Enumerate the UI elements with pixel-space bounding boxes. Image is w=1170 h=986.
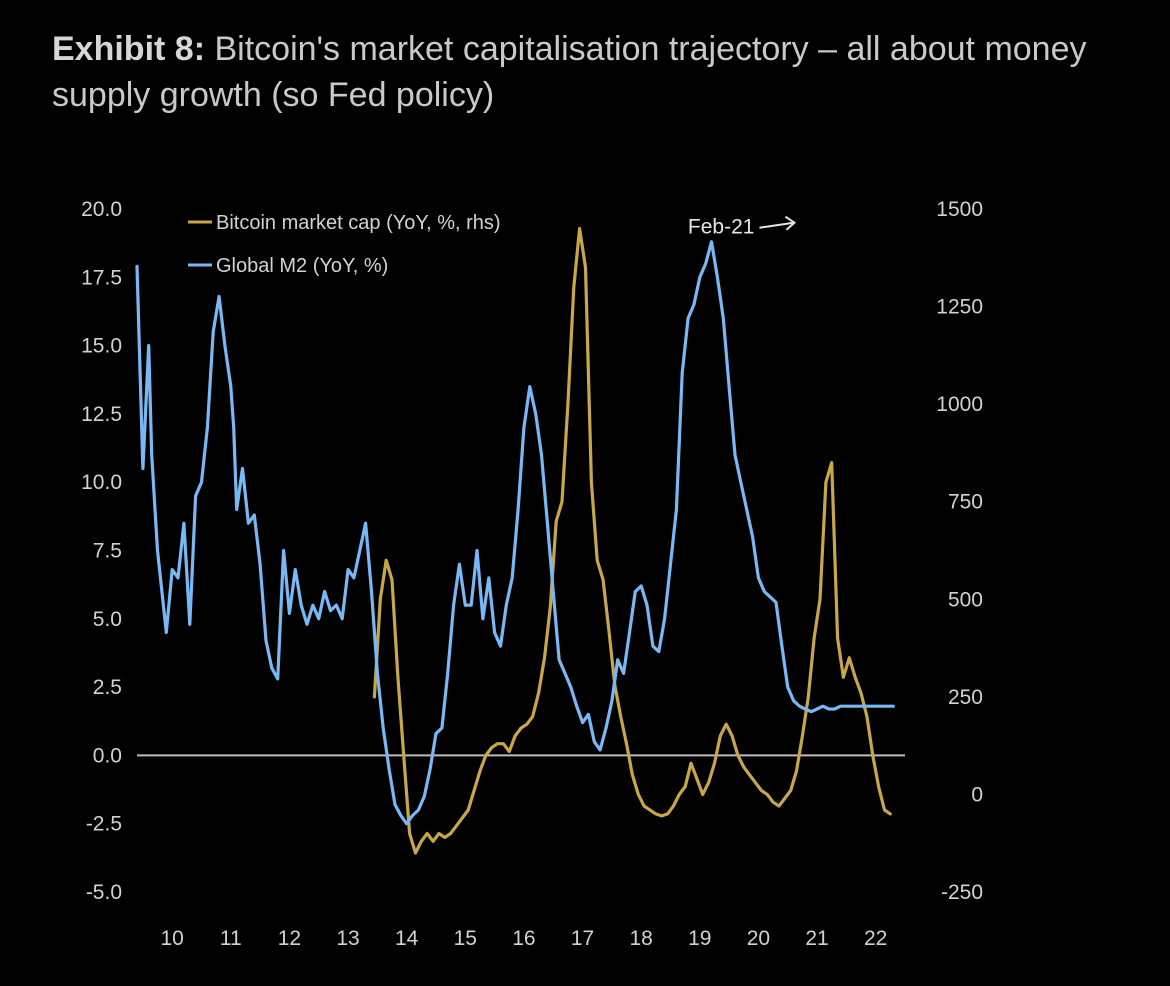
y-tick-left: -2.5 [86,813,122,836]
exhibit-label: Exhibit 8: [52,30,206,68]
y-tick-left: 7.5 [93,540,122,563]
y-tick-right: 250 [948,686,983,709]
y-tick-left: 0.0 [93,744,122,767]
y-tick-right: 1250 [936,296,983,319]
y-tick-right: 1500 [936,198,983,221]
y-tick-right: 750 [948,491,983,514]
series-line-bitcoin [372,226,892,855]
x-tick: 13 [336,927,359,950]
annotation-arrow [759,221,794,229]
chart-title: Exhibit 8: Bitcoin's market capitalisati… [52,26,1112,118]
x-tick: 22 [864,927,887,950]
y-tick-right: 0 [971,783,983,806]
legend-label-m2: Global M2 (YoY, %) [216,255,388,277]
series-line-m2 [135,240,895,826]
legend-label-btc: Bitcoin market cap (YoY, %, rhs) [216,212,501,234]
y-tick-left: 12.5 [81,403,122,426]
x-tick: 19 [688,927,711,950]
annotation: Feb-21 [688,215,797,239]
y-tick-left: 2.5 [93,676,122,699]
x-tick: 12 [278,927,301,950]
y-tick-left: 15.0 [81,335,122,358]
x-tick: 21 [805,927,828,950]
y-tick-right: -250 [941,881,983,904]
x-tick: 15 [454,927,477,950]
annotation-text: Feb-21 [688,216,755,239]
legend: Bitcoin market cap (YoY, %, rhs) Global … [188,212,501,277]
x-tick: 16 [512,927,535,950]
y-tick-left: 17.5 [81,266,122,289]
y-tick-left: 5.0 [93,608,122,631]
y-tick-left: 20.0 [81,198,122,221]
y-tick-left: -5.0 [86,881,122,904]
x-tick: 20 [747,927,770,950]
y-tick-right: 500 [948,588,983,611]
x-tick: 17 [571,927,594,950]
annotation-arrowhead [784,215,797,231]
x-tick: 10 [160,927,183,950]
title-text: Bitcoin's market capitalisation trajecto… [52,30,1087,114]
y-tick-left: 10.0 [81,471,122,494]
x-tick: 11 [220,927,242,950]
x-tick: 18 [630,927,653,950]
x-tick: 14 [395,927,419,950]
y-tick-right: 1000 [936,393,983,416]
